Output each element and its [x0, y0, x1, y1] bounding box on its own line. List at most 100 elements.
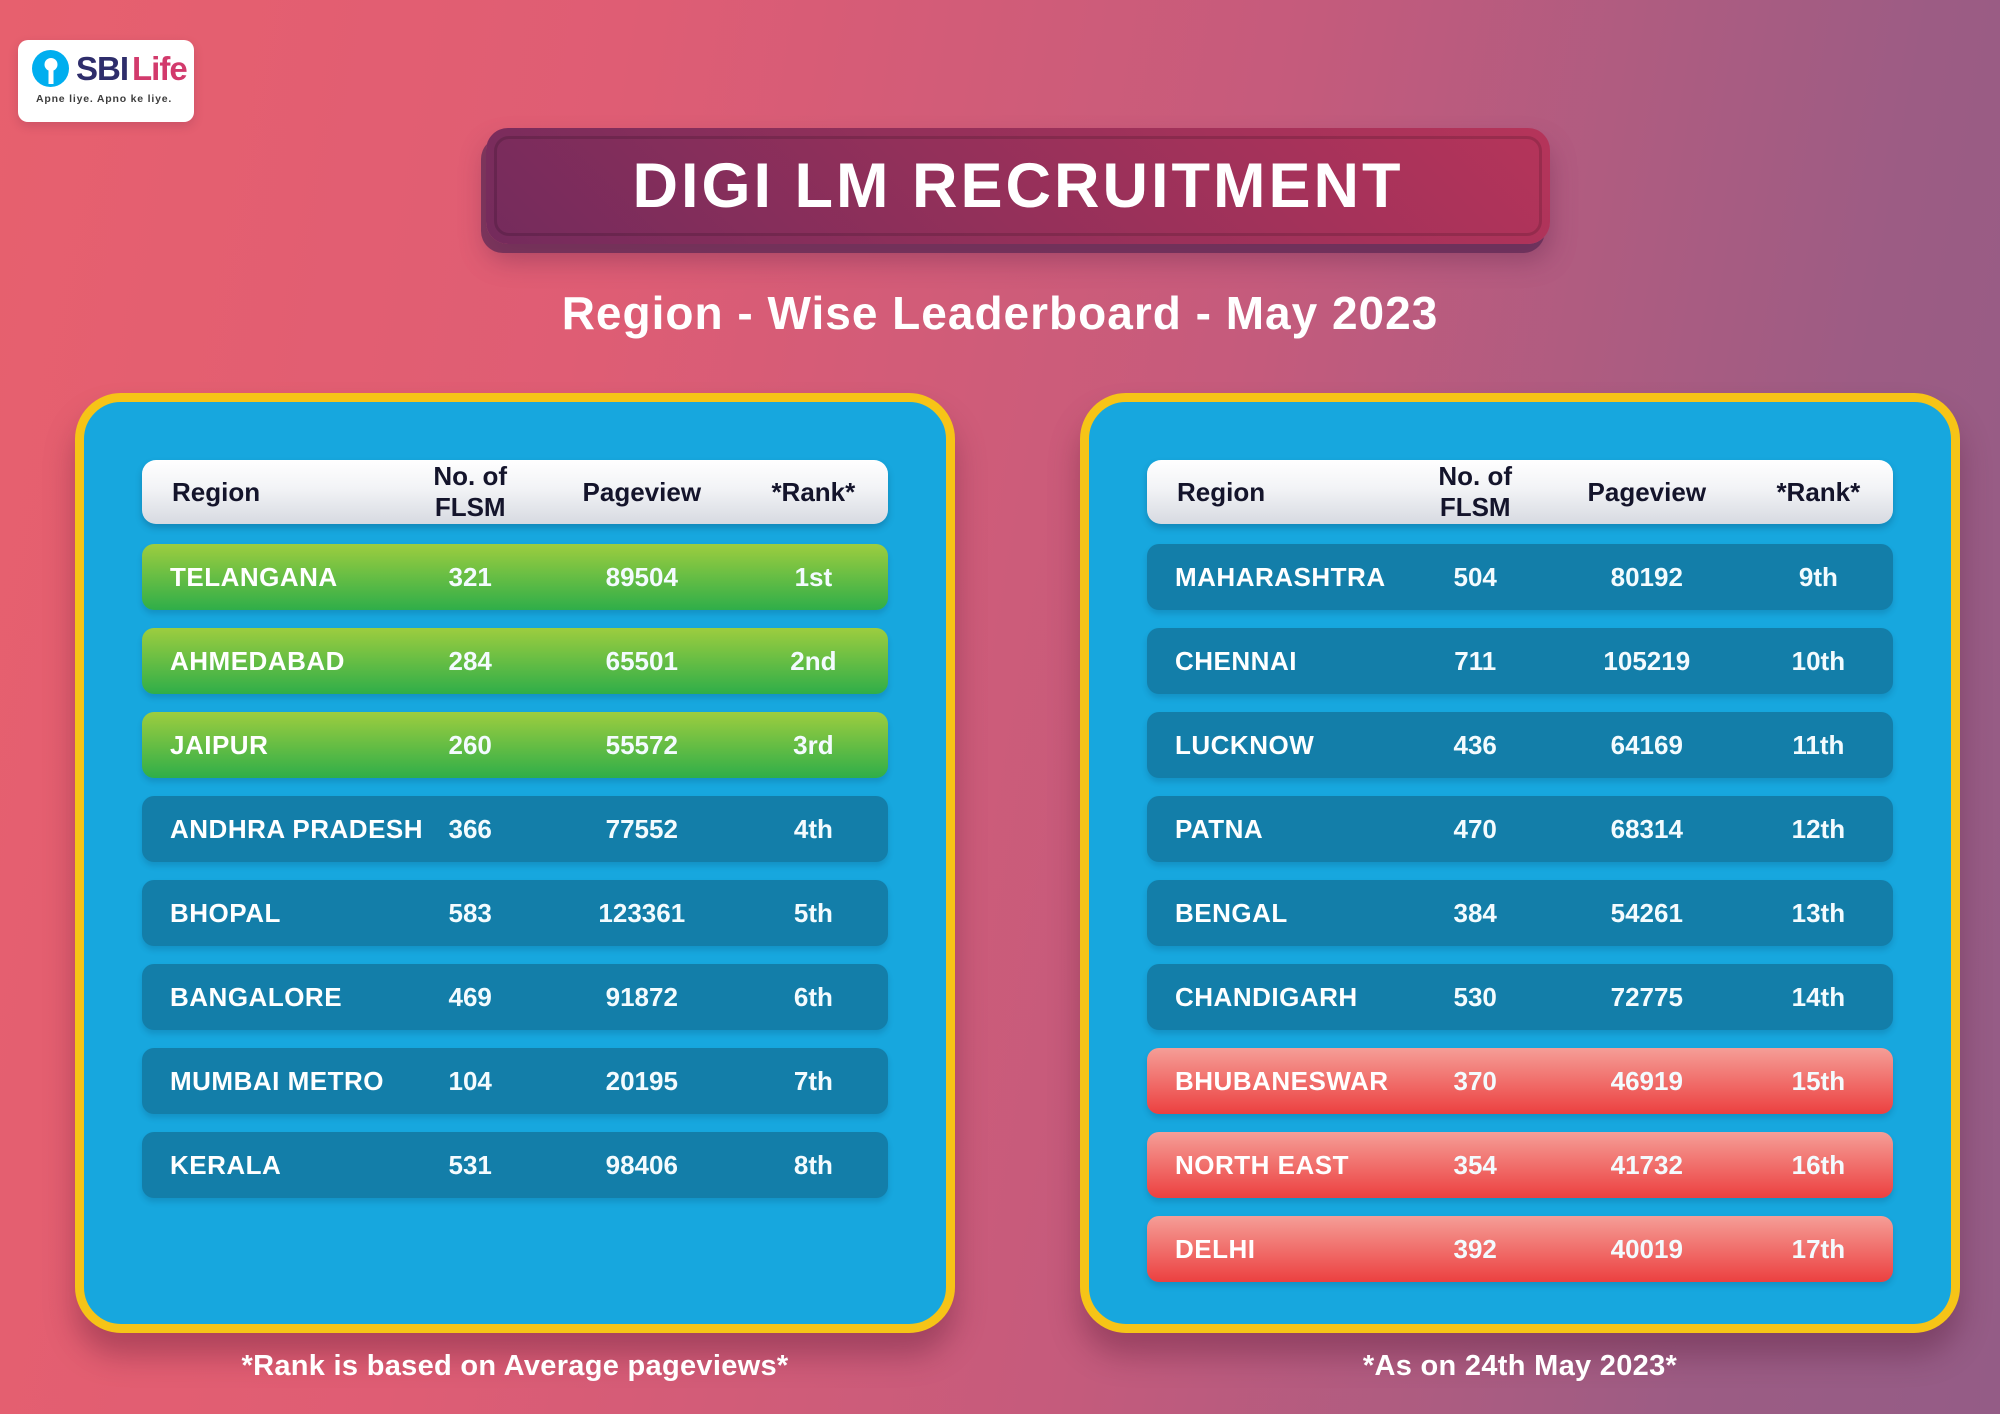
cell-rank: 7th — [793, 1065, 833, 1096]
cell-flsm: 354 — [1453, 1149, 1497, 1180]
leaderboard-row-bangalore: BANGALORE 469 91872 6th — [142, 964, 888, 1030]
cell-pageview: 54261 — [1610, 897, 1683, 928]
cell-region: NORTH EAST — [1175, 1149, 1349, 1180]
cell-flsm: 321 — [448, 561, 492, 592]
leaderboard-row-patna: PATNA 470 68314 12th — [1147, 796, 1893, 862]
cell-region: ANDHRA PRADESH — [170, 813, 424, 844]
cell-rank: 11th — [1792, 729, 1845, 760]
leaderboard-row-mumbai-metro: MUMBAI METRO 104 20195 7th — [142, 1048, 888, 1114]
leaderboard-row-ahmedabad: AHMEDABAD 284 65501 2nd — [142, 628, 888, 694]
cell-flsm: 284 — [448, 645, 492, 676]
leaderboard-row-lucknow: LUCKNOW 436 64169 11th — [1147, 712, 1893, 778]
cell-rank: 4th — [793, 813, 833, 844]
leaderboard-row-bhubaneswar: BHUBANESWAR 370 46919 15th — [1147, 1048, 1893, 1114]
leaderboard-panel-left: Region No. of FLSM Pageview *Rank* TELAN… — [75, 393, 955, 1333]
leaderboard-row-delhi: DELHI 392 40019 17th — [1147, 1216, 1893, 1282]
column-header-region: Region — [172, 476, 261, 507]
cell-pageview: 55572 — [605, 729, 678, 760]
leaderboard-row-bengal: BENGAL 384 54261 13th — [1147, 880, 1893, 946]
cell-rank: 1st — [794, 561, 833, 592]
cell-flsm: 470 — [1453, 813, 1497, 844]
leaderboard-row-north-east: NORTH EAST 354 41732 16th — [1147, 1132, 1893, 1198]
brand-life: Life — [132, 50, 188, 87]
cell-region: PATNA — [1175, 813, 1264, 844]
cell-region: BENGAL — [1175, 897, 1288, 928]
footnote-rank-basis: *Rank is based on Average pageviews* — [241, 1350, 789, 1382]
sbi-keyhole-icon — [32, 50, 69, 87]
column-header-flsm: No. of FLSM — [433, 461, 508, 522]
cell-flsm: 260 — [448, 729, 492, 760]
cell-pageview: 123361 — [598, 897, 686, 928]
leaderboard-row-andhra-pradesh: ANDHRA PRADESH 366 77552 4th — [142, 796, 888, 862]
cell-rank: 12th — [1791, 813, 1846, 844]
cell-pageview: 72775 — [1610, 981, 1683, 1012]
cell-region: JAIPUR — [170, 729, 269, 760]
cell-flsm: 531 — [448, 1149, 492, 1180]
cell-pageview: 77552 — [605, 813, 678, 844]
cell-region: BHUBANESWAR — [1175, 1065, 1389, 1096]
cell-pageview: 41732 — [1610, 1149, 1683, 1180]
cell-rank: 8th — [793, 1149, 833, 1180]
cell-pageview: 105219 — [1603, 645, 1691, 676]
cell-rank: 6th — [793, 981, 833, 1012]
cell-rank: 16th — [1791, 1149, 1846, 1180]
cell-pageview: 46919 — [1610, 1065, 1683, 1096]
cell-pageview: 68314 — [1610, 813, 1683, 844]
page-title: DIGI LM RECRUITMENT — [632, 151, 1404, 221]
cell-flsm: 504 — [1453, 561, 1497, 592]
cell-pageview: 64169 — [1610, 729, 1683, 760]
cell-region: KERALA — [170, 1149, 282, 1180]
cell-flsm: 436 — [1453, 729, 1497, 760]
leaderboard-row-telangana: TELANGANA 321 89504 1st — [142, 544, 888, 610]
leaderboard-row-kerala: KERALA 531 98406 8th — [142, 1132, 888, 1198]
leaderboard-row-jaipur: JAIPUR 260 55572 3rd — [142, 712, 888, 778]
sbi-life-logo: SBI Life Apne liye. Apno ke liye. — [18, 40, 194, 122]
cell-rank: 17th — [1791, 1233, 1846, 1264]
cell-region: DELHI — [1175, 1233, 1256, 1264]
title-banner: DIGI LM RECRUITMENT — [486, 128, 1550, 244]
cell-pageview: 40019 — [1610, 1233, 1683, 1264]
cell-rank: 14th — [1791, 981, 1846, 1012]
cell-rank: 13th — [1791, 897, 1846, 928]
cell-pageview: 89504 — [605, 561, 678, 592]
leaderboard-row-chandigarh: CHANDIGARH 530 72775 14th — [1147, 964, 1893, 1030]
brand-tagline: Apne liye. Apno ke liye. — [36, 93, 173, 105]
brand-sbi: SBI — [76, 50, 129, 87]
cell-region: LUCKNOW — [1175, 729, 1315, 760]
cell-region: CHENNAI — [1175, 645, 1297, 676]
cell-flsm: 583 — [448, 897, 492, 928]
cell-flsm: 469 — [448, 981, 492, 1012]
table-header-left: Region No. of FLSM Pageview *Rank* — [142, 460, 888, 524]
column-header-rank: *Rank* — [1776, 476, 1861, 507]
cell-rank: 10th — [1791, 645, 1846, 676]
cell-pageview: 98406 — [605, 1149, 678, 1180]
cell-pageview: 20195 — [605, 1065, 678, 1096]
footnote-as-on-date: *As on 24th May 2023* — [1362, 1350, 1678, 1382]
table-rows-left: TELANGANA 321 89504 1st AHMEDABAD 284 65501 2nd… — [142, 544, 888, 1198]
cell-flsm: 370 — [1453, 1065, 1497, 1096]
cell-rank: 15th — [1791, 1065, 1846, 1096]
cell-pageview: 65501 — [605, 645, 678, 676]
cell-pageview: 91872 — [605, 981, 678, 1012]
column-header-region: Region — [1177, 476, 1266, 507]
cell-pageview: 80192 — [1610, 561, 1683, 592]
leaderboard-row-maharashtra: MAHARASHTRA 504 80192 9th — [1147, 544, 1893, 610]
cell-rank: 5th — [793, 897, 833, 928]
column-header-flsm: No. of FLSM — [1438, 461, 1513, 522]
page-subtitle: Region - Wise Leaderboard - May 2023 — [561, 287, 1439, 339]
leaderboard-row-bhopal: BHOPAL 583 123361 5th — [142, 880, 888, 946]
cell-region: MUMBAI METRO — [170, 1065, 384, 1096]
column-header-pageview: Pageview — [1587, 476, 1707, 507]
table-rows-right: MAHARASHTRA 504 80192 9th CHENNAI 711 105219 10… — [1147, 544, 1893, 1282]
cell-region: CHANDIGARH — [1175, 981, 1358, 1012]
column-header-pageview: Pageview — [582, 476, 702, 507]
cell-flsm: 104 — [448, 1065, 492, 1096]
table-header-right: Region No. of FLSM Pageview *Rank* — [1147, 460, 1893, 524]
cell-flsm: 366 — [448, 813, 492, 844]
cell-rank: 9th — [1798, 561, 1838, 592]
cell-region: TELANGANA — [170, 561, 338, 592]
cell-flsm: 384 — [1453, 897, 1497, 928]
column-header-rank: *Rank* — [771, 476, 856, 507]
cell-rank: 3rd — [793, 729, 834, 760]
